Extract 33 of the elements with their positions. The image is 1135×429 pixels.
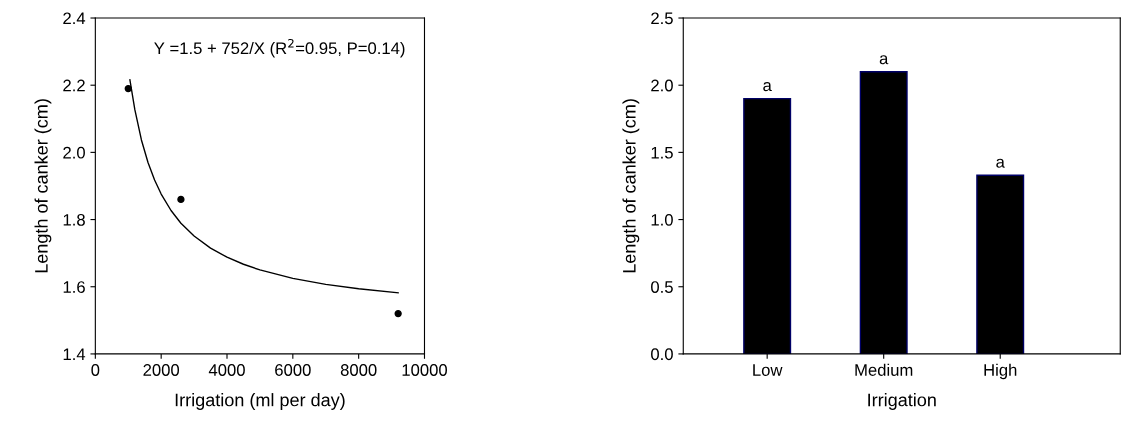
y-axis-title: Length of canker (cm) bbox=[622, 99, 640, 273]
x-axis-title: Irrigation (ml per day) bbox=[175, 393, 345, 410]
x-tick-label: High bbox=[984, 363, 1017, 380]
annotation: a bbox=[996, 158, 1005, 168]
annotation: a bbox=[879, 55, 889, 65]
y-axis-title: Length of canker (cm) bbox=[34, 99, 52, 273]
x-tick-label: 2000 bbox=[143, 364, 180, 376]
x-tick-label: Low bbox=[753, 364, 783, 376]
y-tick-label: 2.5 bbox=[651, 12, 673, 25]
x-tick-label: Medium bbox=[855, 363, 913, 376]
x-axis-title: Irrigation bbox=[868, 393, 936, 410]
y-tick-label: 2.0 bbox=[63, 146, 85, 159]
x-tick-label: 10000 bbox=[402, 364, 448, 376]
x-tick-label: 0 bbox=[91, 364, 100, 376]
x-tick-label: 6000 bbox=[275, 364, 311, 376]
annotation: Y =1.5 + 752/X (R$^{2}$=0.95, P=0.14) bbox=[154, 38, 405, 58]
y-tick-label: 1.6 bbox=[63, 281, 85, 293]
x-tick-label: 8000 bbox=[340, 364, 377, 376]
y-tick-label: 2.2 bbox=[63, 79, 85, 92]
y-tick-label: 1.0 bbox=[651, 213, 673, 226]
y-tick-label: 1.5 bbox=[651, 146, 673, 159]
y-tick-label: 2.4 bbox=[63, 12, 86, 25]
y-tick-label: 0.5 bbox=[651, 281, 673, 293]
x-tick-label: 4000 bbox=[208, 364, 245, 376]
y-tick-label: 1.4 bbox=[63, 348, 86, 360]
point bbox=[394, 309, 402, 318]
point bbox=[177, 195, 185, 204]
y-tick-label: 1.8 bbox=[63, 213, 85, 226]
y-tick-label: 0.0 bbox=[651, 348, 673, 361]
y-tick-label: 2.0 bbox=[651, 79, 673, 92]
annotation: a bbox=[763, 82, 772, 92]
line-series bbox=[129, 79, 399, 294]
point bbox=[124, 84, 132, 93]
